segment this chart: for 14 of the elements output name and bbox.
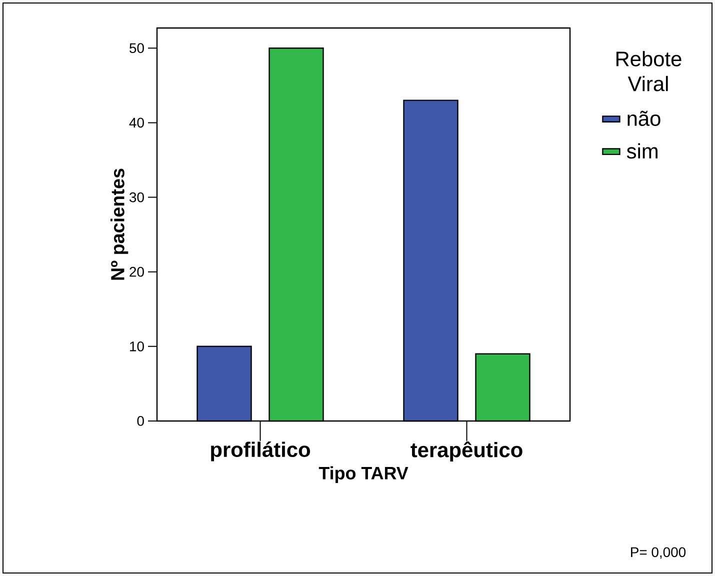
- y-tick-label: 20: [130, 266, 144, 277]
- legend-label: sim: [626, 143, 658, 159]
- legend-title: Rebote Viral: [616, 51, 682, 92]
- x-axis-title: Tipo TARV: [318, 466, 408, 484]
- y-tick-label: 0: [137, 416, 144, 426]
- legend-label: não: [628, 110, 660, 126]
- y-tick-label: 40: [129, 118, 144, 128]
- y-tick-label: 30: [130, 192, 144, 202]
- y-tick-label: 10: [130, 341, 144, 352]
- text: P= 0,000: [631, 547, 686, 559]
- x-tick-label: profilático: [211, 442, 310, 462]
- y-tick-label: 50: [130, 43, 144, 54]
- x-tick-label: terapêutico: [410, 442, 522, 462]
- y-axis-title: Nº pacientes: [110, 168, 128, 280]
